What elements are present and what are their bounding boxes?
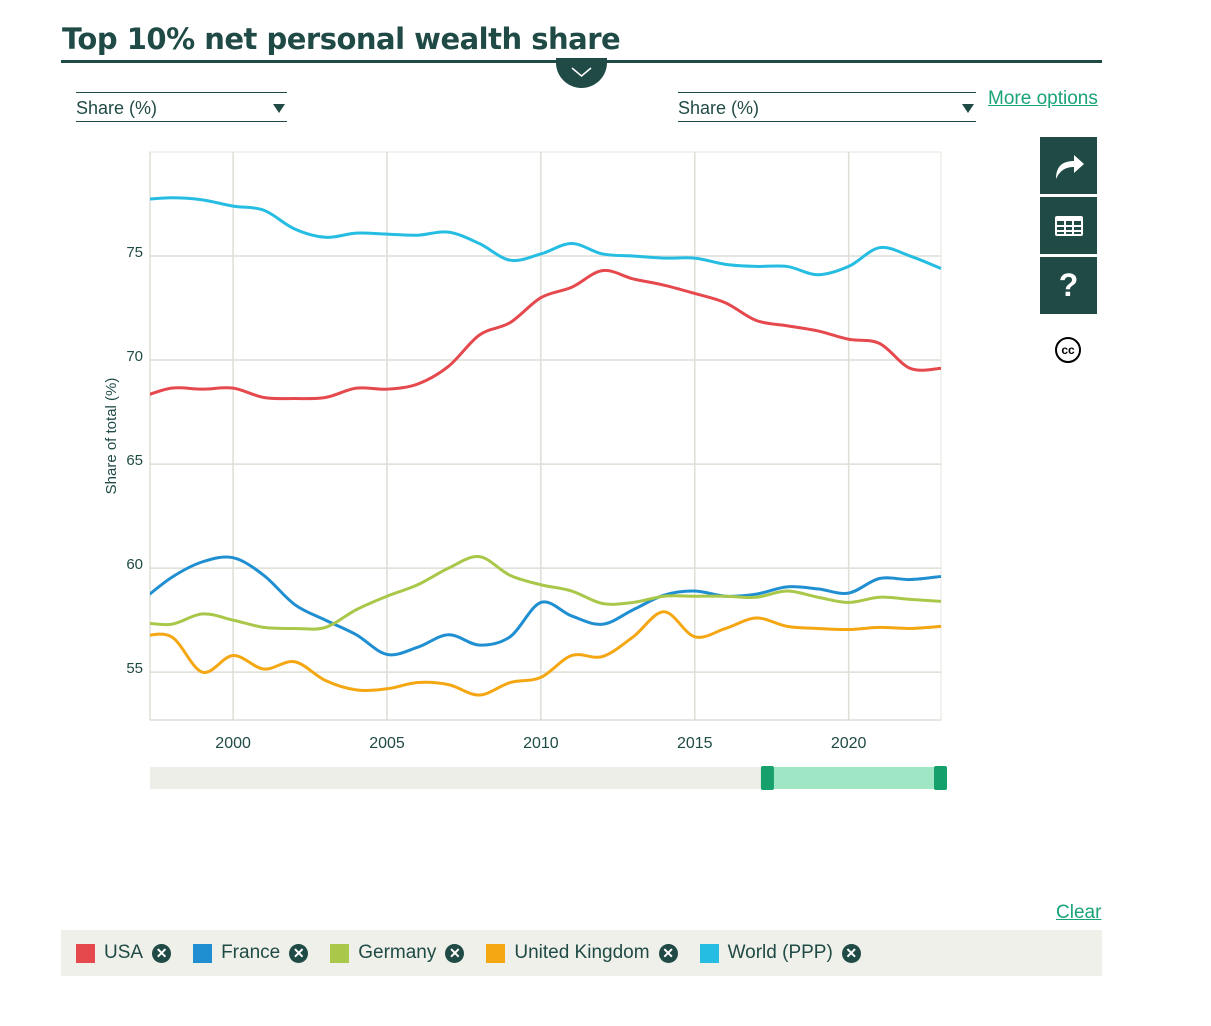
legend-swatch [699, 943, 719, 963]
right-axis-select[interactable]: Share (%) [678, 92, 976, 122]
x-tick-label: 2015 [677, 735, 713, 752]
remove-series-icon[interactable]: ✕ [152, 943, 172, 963]
y-tick-label: 55 [126, 660, 143, 677]
right-select-value: Share (%) [678, 98, 760, 118]
legend-item[interactable]: United Kingdom ✕ [486, 942, 678, 964]
legend-label: United Kingdom [514, 942, 650, 963]
share-button[interactable] [1040, 137, 1097, 194]
legend-item[interactable]: Germany ✕ [330, 942, 465, 964]
help-icon: ? [1058, 267, 1079, 303]
legend-label: USA [104, 942, 144, 963]
legend-label: Germany [358, 942, 437, 963]
y-tick-label: 65 [126, 452, 143, 469]
y-tick-label: 70 [126, 348, 143, 365]
legend-label: France [221, 942, 281, 963]
series-line-united-kingdom[interactable] [141, 610, 942, 697]
range-slider[interactable] [150, 766, 947, 790]
legend-item[interactable]: World (PPP) ✕ [699, 942, 861, 964]
series-line-germany[interactable] [141, 555, 942, 631]
share-icon [1055, 154, 1084, 179]
legend-swatch [486, 943, 506, 963]
series-line-france[interactable] [141, 555, 942, 657]
remove-series-icon[interactable]: ✕ [841, 943, 861, 963]
dropdown-arrow-icon [962, 104, 974, 113]
left-axis-select[interactable]: Share (%) [76, 92, 287, 122]
legend-swatch [330, 943, 350, 963]
plot-frame [149, 151, 942, 721]
table-icon [1054, 215, 1083, 236]
x-tick-label: 2005 [369, 735, 405, 752]
legend-item[interactable]: USA ✕ [76, 942, 172, 964]
help-button[interactable]: ? [1040, 257, 1097, 314]
remove-series-icon[interactable]: ✕ [289, 943, 309, 963]
legend: USA ✕ France ✕ Germany ✕ United Kingdom ✕ World … [61, 930, 1102, 976]
range-slider-end-handle[interactable] [934, 766, 947, 790]
line-chart: 55 60 65 70 75 2000 2005 2010 2015 2020 Share of … [103, 151, 947, 790]
chevron-down-icon [571, 67, 592, 77]
legend-swatch [193, 943, 213, 963]
y-tick-label: 75 [126, 244, 143, 261]
series-line-world-ppp-[interactable] [141, 196, 942, 277]
collapse-toggle-button[interactable] [556, 58, 607, 88]
legend-item[interactable]: France ✕ [193, 942, 309, 964]
page-title: Top 10% net personal wealth share [62, 22, 621, 56]
y-tick-label: 60 [126, 556, 143, 573]
legend-label: World (PPP) [727, 942, 833, 963]
dropdown-arrow-icon [273, 104, 285, 113]
remove-series-icon[interactable]: ✕ [445, 943, 465, 963]
series-line-usa[interactable] [141, 268, 942, 401]
remove-series-icon[interactable]: ✕ [658, 943, 678, 963]
more-options-link[interactable]: More options [988, 88, 1098, 109]
table-view-button[interactable] [1040, 197, 1097, 254]
range-slider-track[interactable] [150, 767, 947, 789]
range-slider-selection[interactable] [766, 767, 947, 789]
range-slider-start-handle[interactable] [760, 766, 774, 790]
x-tick-label: 2010 [523, 735, 559, 752]
clear-selection-link[interactable]: Clear [1056, 902, 1102, 923]
left-select-value: Share (%) [76, 98, 158, 118]
legend-swatch [76, 943, 95, 963]
x-tick-label: 2020 [831, 735, 867, 752]
y-axis-label: Share of total (%) [103, 378, 120, 495]
creative-commons-icon[interactable]: cc [1055, 337, 1081, 363]
x-tick-label: 2000 [215, 735, 251, 752]
